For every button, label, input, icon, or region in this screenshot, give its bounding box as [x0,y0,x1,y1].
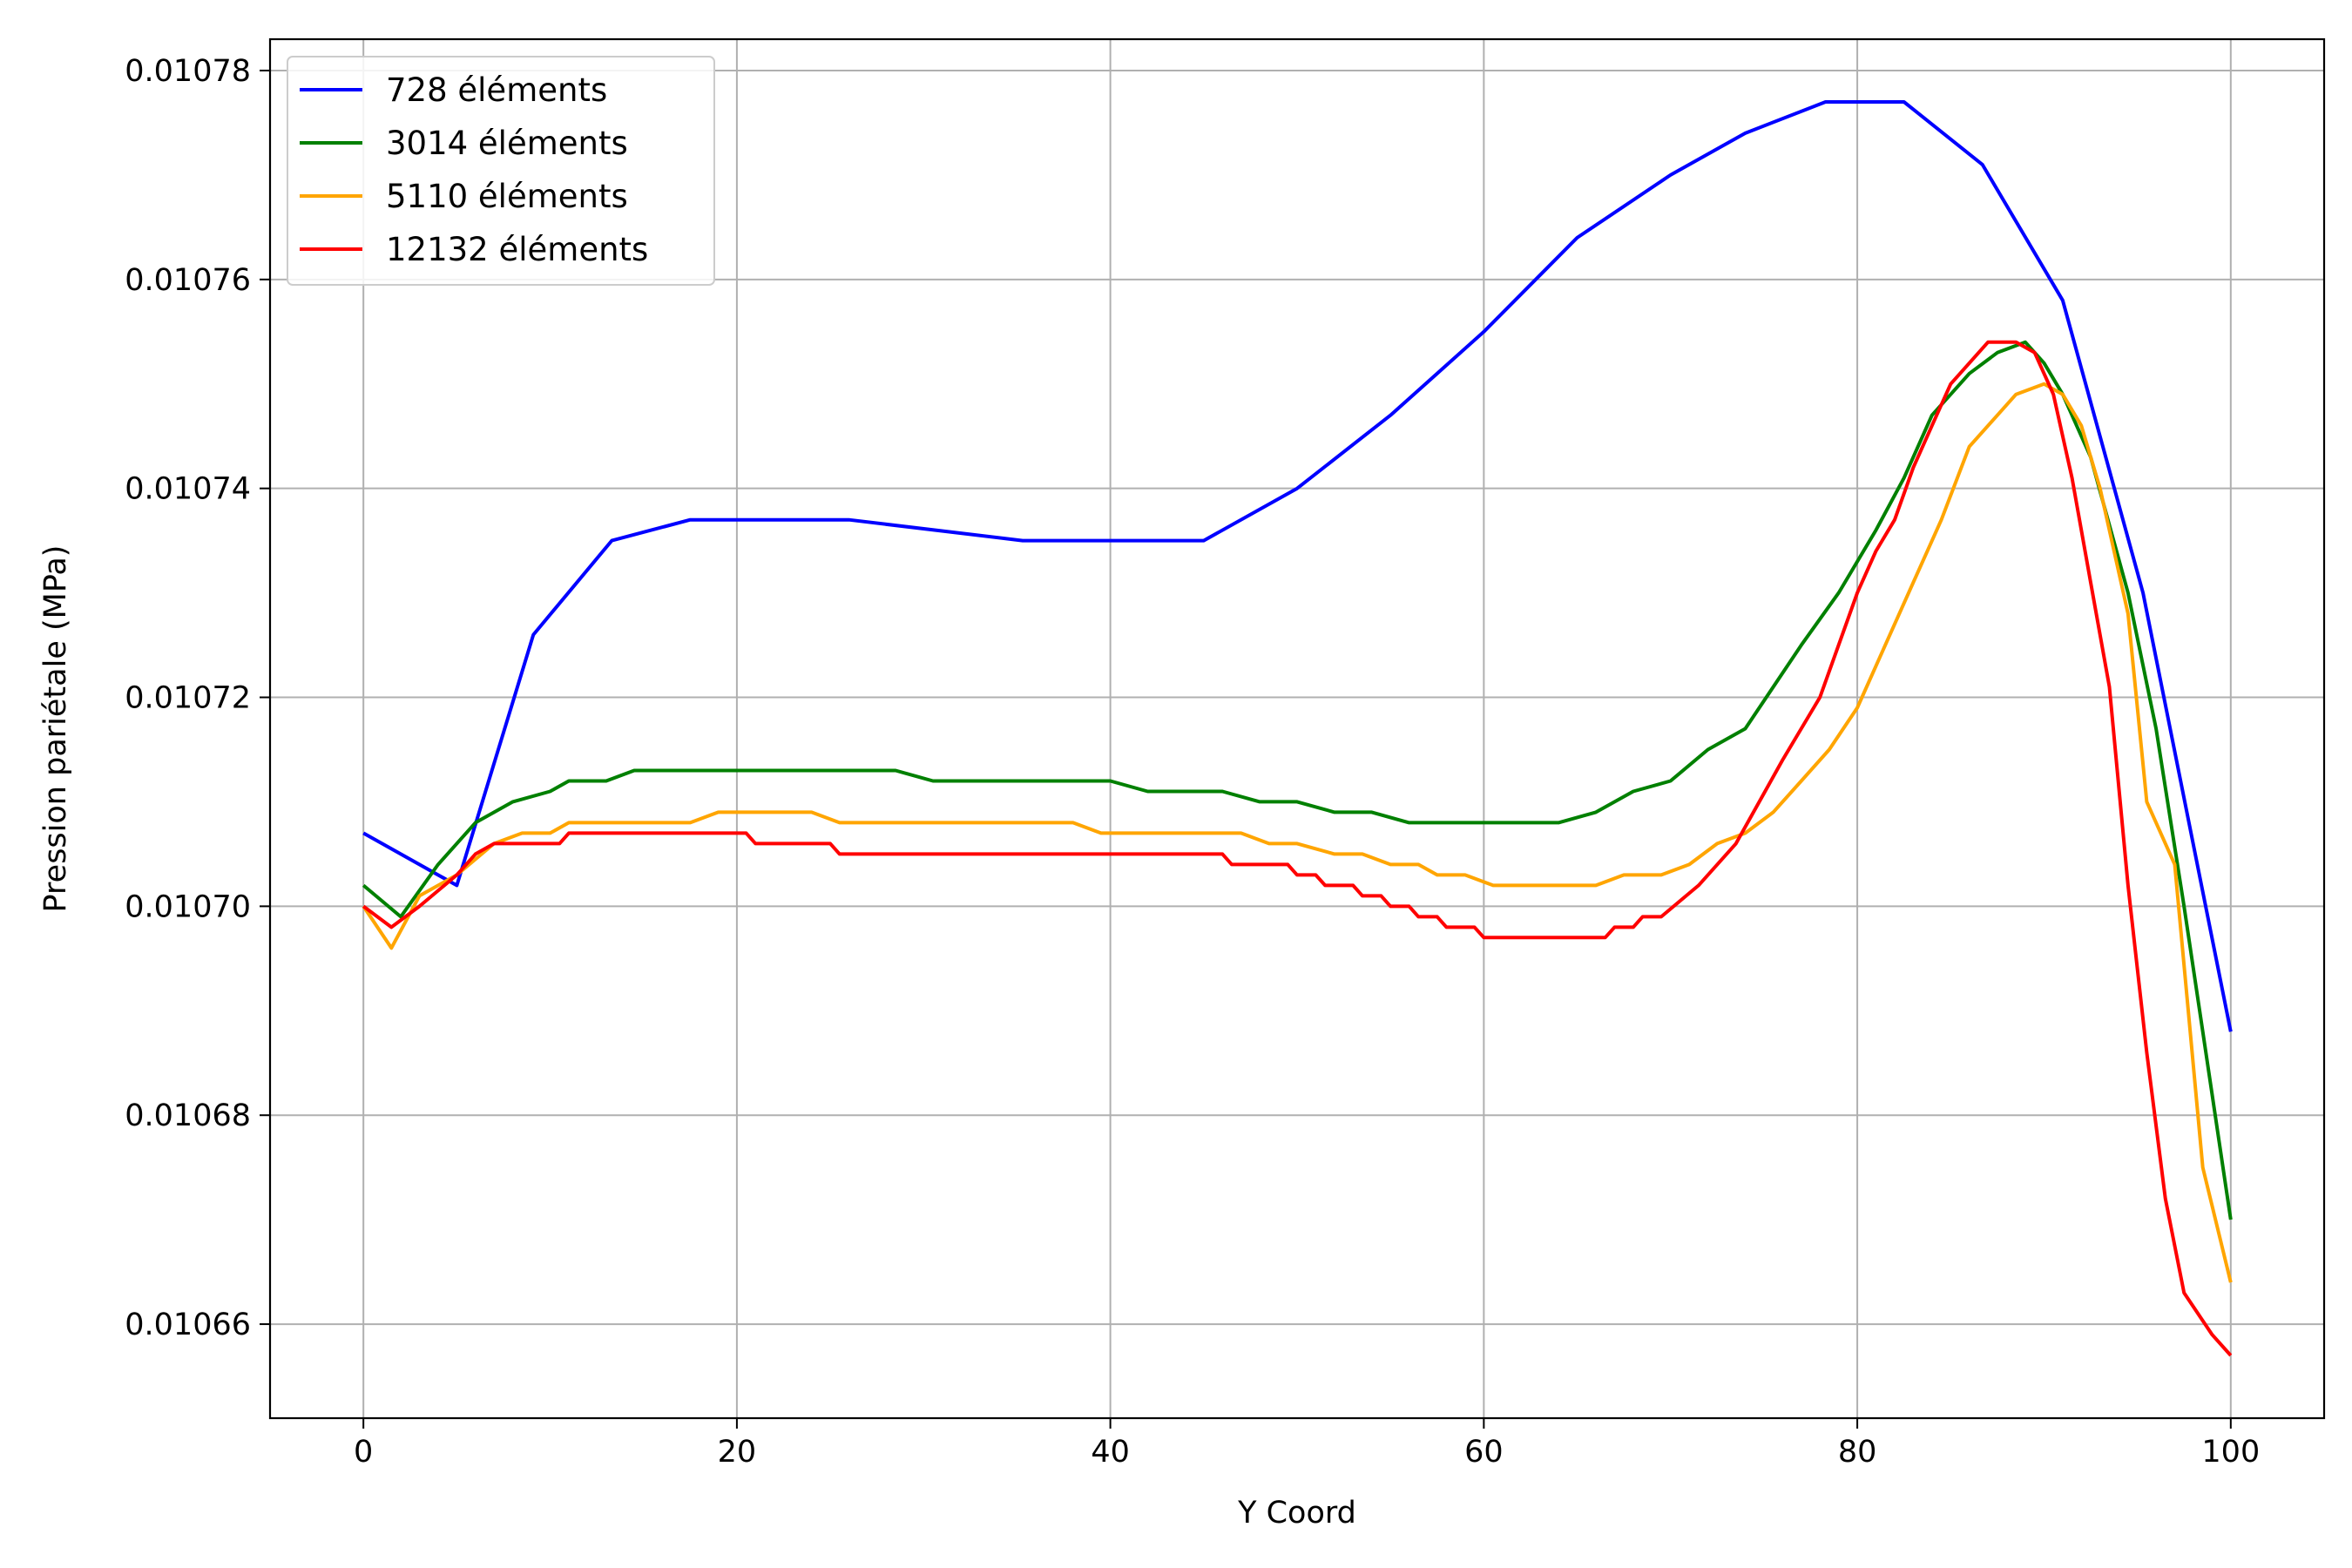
y-tick-label: 0.01068 [125,1098,251,1133]
x-tick-label: 60 [1464,1435,1504,1470]
x-tick-label: 20 [718,1435,757,1470]
series-line [362,340,2233,1357]
y-tick-label: 0.01072 [125,681,251,716]
x-tick-label: 80 [1838,1435,1877,1470]
x-axis-label: Y Coord [1237,1496,1356,1531]
legend-label: 5110 éléments [386,178,628,215]
x-tick-label: 40 [1091,1435,1130,1470]
legend-label: 12132 éléments [386,231,648,268]
y-axis-label: Pression pariétale (MPa) [38,545,73,913]
legend-label: 3014 éléments [386,125,628,162]
legend-label: 728 éléments [386,71,607,109]
axis-ticks: 0 20 40 60 80 100 0.01066 0.01068 0.01070 0.01072… [125,54,2260,1470]
y-tick-label: 0.01070 [125,889,251,924]
y-tick-label: 0.01076 [125,263,251,298]
x-tick-label: 100 [2201,1435,2260,1470]
legend: 728 éléments 3014 éléments 5110 éléments 12… [287,56,715,286]
plot-frame [268,37,2326,1420]
series-lines [362,100,2233,1357]
legend-box [287,56,715,286]
y-tick-label: 0.01066 [125,1308,251,1342]
series-line [362,340,2233,1220]
y-tick-label: 0.01078 [125,54,251,89]
y-tick-label: 0.01074 [125,472,251,507]
series-line [362,100,2233,1032]
series-line [362,382,2233,1283]
x-tick-label: 0 [354,1435,373,1470]
